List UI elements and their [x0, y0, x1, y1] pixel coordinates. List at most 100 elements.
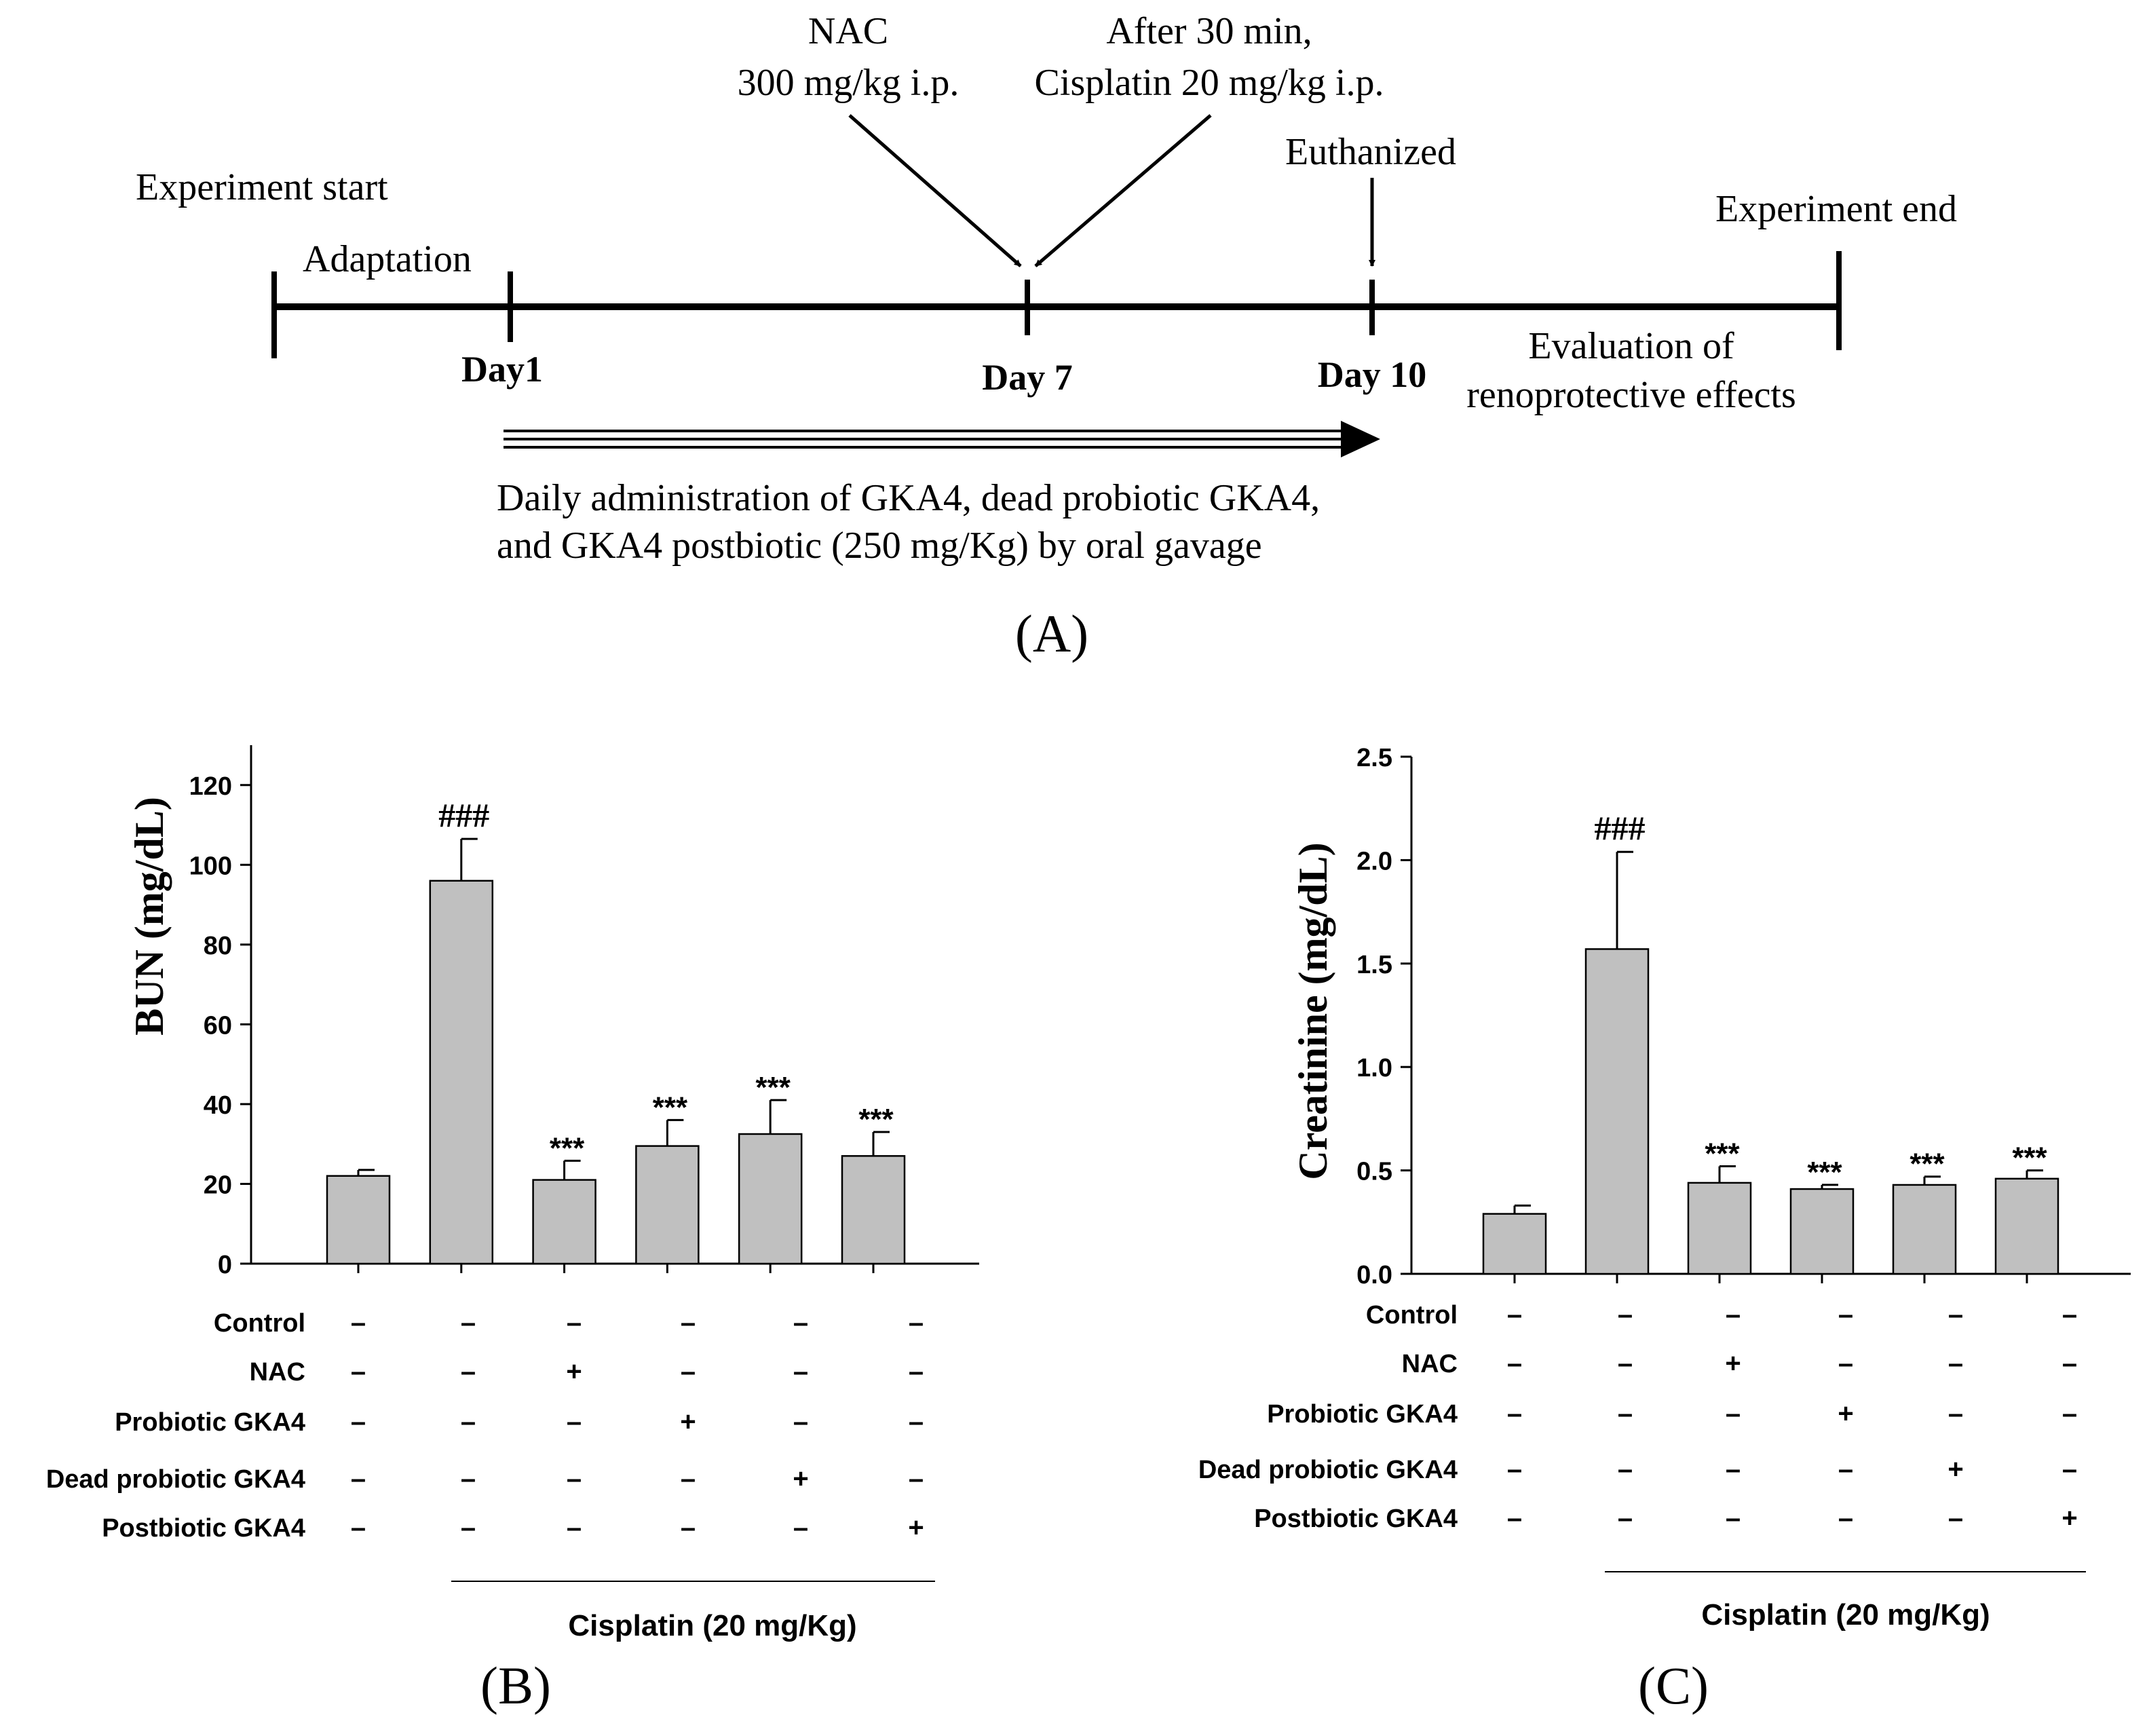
creatinine-treatment-mark: –	[1948, 1503, 1963, 1533]
creatinine-treatment-mark: –	[2062, 1348, 2077, 1378]
bun-bar	[738, 1133, 803, 1265]
bun-treatment-mark: –	[351, 1513, 366, 1543]
creatinine-treatment-mark: +	[1838, 1399, 1853, 1429]
creatinine-treatment-mark: –	[1726, 1300, 1741, 1329]
creatinine-treatment-mark: +	[1725, 1348, 1741, 1378]
creatinine-significance-label: ***	[2012, 1141, 2047, 1175]
bun-y-tick-label: 100	[189, 852, 232, 880]
daily-administration-line1: Daily administration of GKA4, dead probi…	[497, 477, 1320, 519]
bun-y-tick-label: 20	[204, 1171, 232, 1199]
creatinine-treatment-mark: –	[1507, 1348, 1522, 1378]
bun-chart: 0 20 40 60 80 100 120 BUN (mg/dL) ### *** *** *** **…	[46, 745, 979, 1715]
bun-treatment-mark: –	[567, 1308, 582, 1338]
bun-y-tick-label: 0	[218, 1251, 232, 1279]
bun-treatment-label: NAC	[250, 1358, 305, 1386]
creatinine-bar	[1892, 1184, 1957, 1275]
creatinine-treatment-label: Control	[1366, 1301, 1458, 1329]
cisplatin-label-line1: After 30 min,	[1106, 10, 1312, 52]
creatinine-treatment-mark: –	[1838, 1454, 1853, 1484]
bun-bar	[532, 1179, 596, 1265]
experiment-start-label: Experiment start	[136, 166, 388, 208]
creatinine-y-tick-label: 1.5	[1356, 951, 1392, 979]
creatinine-treatment-mark: +	[2062, 1503, 2077, 1533]
creatinine-treatment-mark: –	[1948, 1399, 1963, 1429]
evaluation-label-line2: renoprotective effects	[1466, 374, 1796, 416]
creatinine-treatment-mark: –	[1948, 1348, 1963, 1378]
timeline-panel: Experiment start Adaptation Day1 Day 7 D…	[136, 10, 1957, 663]
bun-treatment-mark: +	[793, 1464, 808, 1494]
bun-bar	[429, 880, 494, 1265]
creatinine-treatment-mark: –	[1618, 1348, 1633, 1378]
creatinine-treatment-mark: –	[2062, 1399, 2077, 1429]
cisplatin-arrow	[1034, 114, 1212, 267]
bun-treatment-mark: –	[461, 1308, 476, 1338]
creatinine-group-label: Cisplatin (20 mg/Kg)	[1701, 1598, 1990, 1631]
bun-significance-label: ###	[438, 796, 489, 834]
creatinine-treatment-mark: +	[1948, 1454, 1963, 1484]
creatinine-significance-label: ###	[1595, 809, 1646, 847]
bun-treatment-mark: –	[461, 1464, 476, 1494]
creatinine-y-tick-label: 2.0	[1356, 847, 1392, 875]
creatinine-significance-label: ***	[1910, 1148, 1945, 1181]
bun-treatment-label: Dead probiotic GKA4	[46, 1465, 305, 1494]
bun-treatment-mark: –	[793, 1308, 808, 1338]
bun-treatment-mark: –	[909, 1407, 924, 1437]
creatinine-treatment-mark: –	[1838, 1503, 1853, 1533]
bun-bar	[635, 1145, 700, 1265]
bun-y-tick-label: 120	[189, 772, 232, 801]
creatinine-treatment-mark: –	[1838, 1300, 1853, 1329]
creatinine-treatment-mark: –	[1507, 1454, 1522, 1484]
bun-significance-label: ***	[550, 1131, 585, 1165]
creatinine-treatment-mark: –	[1726, 1503, 1741, 1533]
creatinine-treatment-mark: –	[1618, 1454, 1633, 1484]
creatinine-y-axis-label: Creatinine (mg/dL)	[1291, 842, 1335, 1180]
creatinine-treatment-mark: –	[1618, 1399, 1633, 1429]
creatinine-treatment-mark: –	[1838, 1348, 1853, 1378]
euthanized-label: Euthanized	[1285, 131, 1456, 173]
creatinine-treatment-mark: –	[1726, 1454, 1741, 1484]
adaptation-label: Adaptation	[303, 238, 472, 280]
bun-treatment-mark: –	[681, 1464, 696, 1494]
bun-treatment-mark: –	[461, 1407, 476, 1437]
creatinine-treatment-label: Dead probiotic GKA4	[1198, 1456, 1458, 1484]
bun-treatment-mark: +	[908, 1513, 924, 1543]
bun-treatment-mark: –	[909, 1464, 924, 1494]
bun-treatment-mark: –	[351, 1407, 366, 1437]
nac-label-line1: NAC	[808, 10, 888, 52]
day7-label: Day 7	[982, 357, 1073, 398]
bun-treatment-mark: +	[680, 1407, 696, 1437]
bun-treatment-mark: –	[793, 1407, 808, 1437]
bun-bar	[326, 1175, 391, 1265]
creatinine-significance-label: ***	[1807, 1156, 1842, 1189]
bun-bar	[841, 1155, 906, 1265]
bun-treatment-mark: –	[351, 1357, 366, 1386]
bun-treatment-mark: –	[909, 1357, 924, 1386]
bun-treatment-mark: –	[461, 1357, 476, 1386]
creatinine-treatment-mark: –	[2062, 1300, 2077, 1329]
nac-label-line2: 300 mg/kg i.p.	[738, 62, 960, 104]
bun-significance-label: ***	[653, 1091, 688, 1124]
bun-treatment-mark: –	[567, 1513, 582, 1543]
creatinine-chart: 0.0 0.5 1.0 1.5 2.0 2.5 Creatinine (mg/dL) ### *…	[1198, 744, 2131, 1715]
creatinine-bar	[1994, 1177, 2059, 1275]
creatinine-bar	[1584, 948, 1650, 1275]
nac-arrow	[848, 114, 1022, 267]
bun-treatment-mark: –	[461, 1513, 476, 1543]
bun-panel-label: (B)	[480, 1656, 551, 1715]
creatinine-treatment-mark: –	[1726, 1399, 1741, 1429]
creatinine-y-tick-label: 1.0	[1356, 1054, 1392, 1082]
bun-treatment-mark: +	[566, 1357, 582, 1386]
bun-treatment-mark: –	[681, 1357, 696, 1386]
day1-label: Day1	[461, 349, 543, 390]
bun-treatment-mark: –	[681, 1308, 696, 1338]
creatinine-treatment-label: NAC	[1402, 1350, 1458, 1378]
bun-treatment-mark: –	[351, 1308, 366, 1338]
bun-y-tick-label: 40	[204, 1091, 232, 1120]
bun-group-label: Cisplatin (20 mg/Kg)	[568, 1609, 856, 1642]
bun-treatment-label: Control	[214, 1309, 305, 1338]
creatinine-treatment-mark: –	[1618, 1503, 1633, 1533]
bun-y-tick-label: 80	[204, 932, 232, 960]
daily-administration-line2: and GKA4 postbiotic (250 mg/Kg) by oral …	[497, 525, 1262, 567]
creatinine-y-tick-label: 2.5	[1356, 744, 1392, 772]
